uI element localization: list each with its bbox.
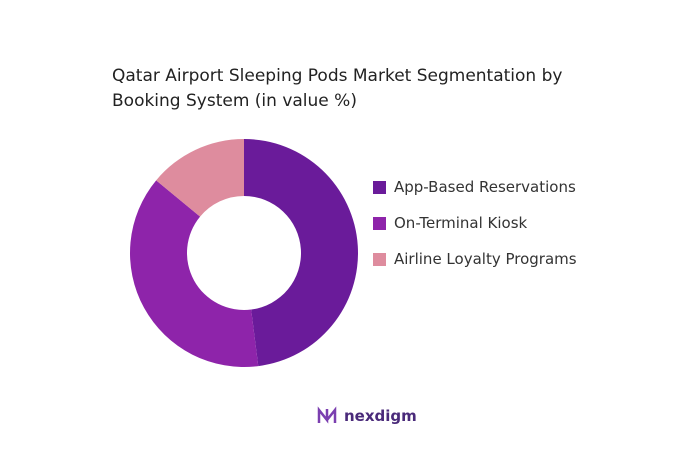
donut-slice — [130, 180, 259, 367]
brand-logo: nexdigm — [316, 405, 417, 427]
legend-item: App-Based Reservations — [373, 176, 603, 198]
legend-label: On-Terminal Kiosk — [394, 214, 528, 232]
legend-swatch — [373, 217, 386, 230]
brand-icon — [317, 406, 337, 424]
donut-slice — [156, 139, 244, 217]
legend: App-Based Reservations On-Terminal Kiosk A… — [373, 176, 603, 284]
legend-item: Airline Loyalty Programs — [373, 248, 603, 270]
legend-item: On-Terminal Kiosk — [373, 212, 603, 234]
chart-title: Qatar Airport Sleeping Pods Market Segme… — [112, 66, 563, 111]
legend-label: Airline Loyalty Programs — [394, 250, 577, 268]
brand-name: nexdigm — [344, 407, 417, 425]
donut-slice — [244, 139, 359, 367]
legend-swatch — [373, 253, 386, 266]
legend-label: App-Based Reservations — [394, 178, 576, 196]
legend-swatch — [373, 181, 386, 194]
